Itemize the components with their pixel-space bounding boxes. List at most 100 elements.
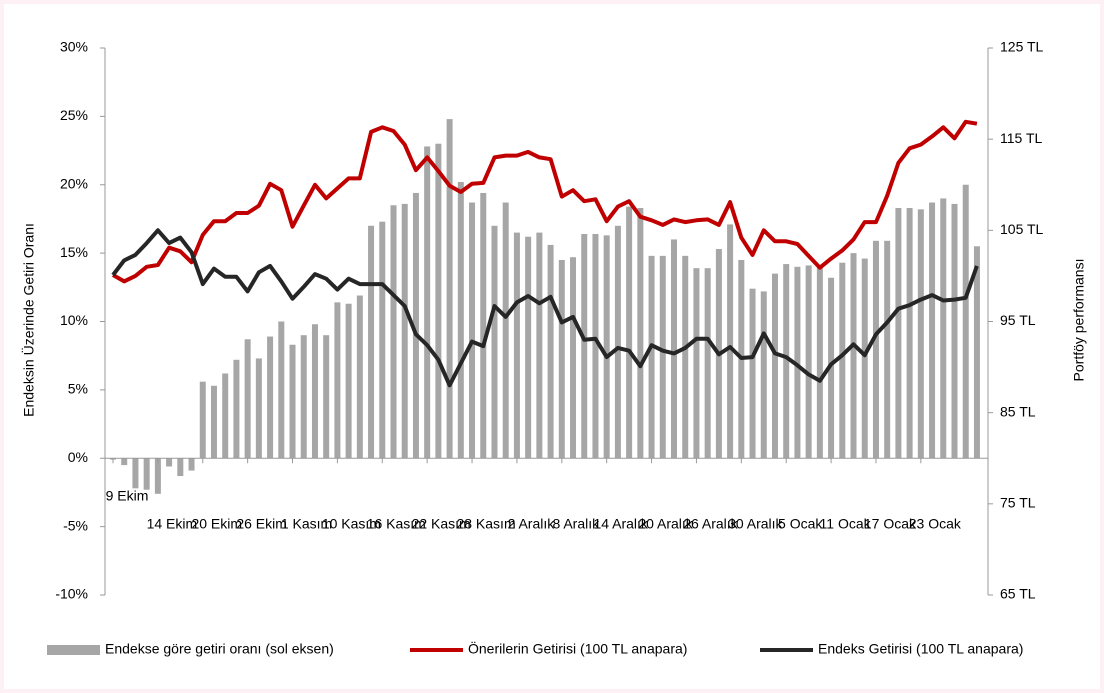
bar <box>872 240 879 459</box>
bar <box>929 202 936 459</box>
bar <box>525 236 532 459</box>
bar <box>592 233 599 459</box>
bar <box>222 373 229 459</box>
y-tick-label: 15% <box>60 244 88 260</box>
x-tick-label: 8 Aralık <box>552 516 600 532</box>
y-axis-label: Endeksin Üzerinde Getiri Oranı <box>20 223 37 417</box>
bar <box>166 458 173 467</box>
bar <box>760 291 767 459</box>
y2-tick-label: 85 TL <box>1000 403 1036 419</box>
bar <box>771 273 778 459</box>
x-tick-label: 9 Ekim <box>106 488 149 504</box>
bar <box>424 146 431 459</box>
line <box>112 119 978 284</box>
legend-label: Önerilerin Getirisi (100 TL anapara) <box>468 640 687 657</box>
bar <box>390 205 397 459</box>
y2-tick-label: 65 TL <box>1000 586 1036 602</box>
bar <box>805 265 812 459</box>
bar <box>311 324 318 459</box>
y-tick-label: 10% <box>60 312 88 328</box>
bar <box>828 277 835 459</box>
bar <box>614 225 621 459</box>
legend-swatch <box>47 645 100 655</box>
x-tick-label: 30 Aralık <box>728 516 783 532</box>
x-tick-label: 20 Aralık <box>638 516 693 532</box>
bar <box>626 206 633 459</box>
bar <box>177 458 184 477</box>
bar <box>783 264 790 459</box>
bar <box>895 207 902 459</box>
x-tick-label: 16 Kasım <box>367 516 426 532</box>
legend-label: Endekse göre getiri oranı (sol eksen) <box>105 641 334 657</box>
y-tick-label: 30% <box>60 39 88 55</box>
bar <box>850 253 857 459</box>
bar <box>749 288 756 459</box>
y2-tick-label: 75 TL <box>1000 495 1036 511</box>
bar <box>334 302 341 459</box>
bar <box>210 385 217 459</box>
x-tick-label: 1 Kasım <box>281 516 332 532</box>
bar <box>536 232 543 459</box>
bar <box>727 224 734 459</box>
bar <box>356 295 363 459</box>
bar <box>513 232 520 459</box>
x-tick-label: 10 Kasım <box>322 516 381 532</box>
x-tick-label: 14 Ekim <box>147 516 198 532</box>
bar <box>940 198 947 459</box>
y-tick-label: -5% <box>63 517 88 533</box>
bar <box>973 246 980 459</box>
bar <box>401 203 408 459</box>
y2-tick-label: 95 TL <box>1000 312 1036 328</box>
bar <box>289 344 296 459</box>
bar <box>603 235 610 459</box>
x-tick-label: 22 Kasım <box>412 516 471 532</box>
x-tick-label: 2 Aralık <box>508 516 556 532</box>
bar <box>368 225 375 459</box>
bar <box>502 202 509 459</box>
bar <box>480 192 487 459</box>
x-tick-label: 20 Ekim <box>191 516 242 532</box>
bar <box>255 358 262 459</box>
bar <box>446 119 453 459</box>
bar <box>435 143 442 459</box>
x-tick-label: 11 Ocak <box>820 516 872 532</box>
x-tick-label: 14 Aralık <box>593 516 648 532</box>
bar <box>693 268 700 459</box>
bar <box>199 381 206 459</box>
x-tick-label: 17 Ocak <box>864 516 917 532</box>
bar <box>457 182 464 459</box>
x-tick-label: 5 Ocak <box>778 516 823 532</box>
y-tick-label: 20% <box>60 175 88 191</box>
y-tick-label: 25% <box>60 107 88 123</box>
bar <box>794 266 801 459</box>
bar <box>917 209 924 459</box>
bar <box>962 184 969 459</box>
bar <box>816 266 823 459</box>
y2-axis-label: Portföy performansı <box>1071 259 1087 382</box>
bar <box>581 233 588 459</box>
bar <box>188 458 195 471</box>
bar <box>244 339 251 459</box>
bar <box>233 359 240 459</box>
bar <box>951 203 958 459</box>
bar <box>570 257 577 459</box>
bar <box>547 244 554 459</box>
bar <box>906 207 913 459</box>
bar <box>704 268 711 459</box>
bar <box>682 255 689 459</box>
y2-tick-label: 115 TL <box>1000 130 1043 146</box>
y-tick-label: -10% <box>55 586 88 602</box>
line <box>111 228 979 388</box>
x-tick-label: 26 Aralık <box>683 516 738 532</box>
bar <box>861 258 868 459</box>
bar <box>659 255 666 459</box>
bar <box>671 239 677 459</box>
bar <box>323 335 330 459</box>
bar <box>469 202 476 459</box>
legend-label: Endeks Getirisi (100 TL anapara) <box>818 641 1023 657</box>
bar <box>491 225 498 459</box>
bar <box>648 255 655 459</box>
bar <box>267 336 274 459</box>
bar <box>345 303 352 459</box>
